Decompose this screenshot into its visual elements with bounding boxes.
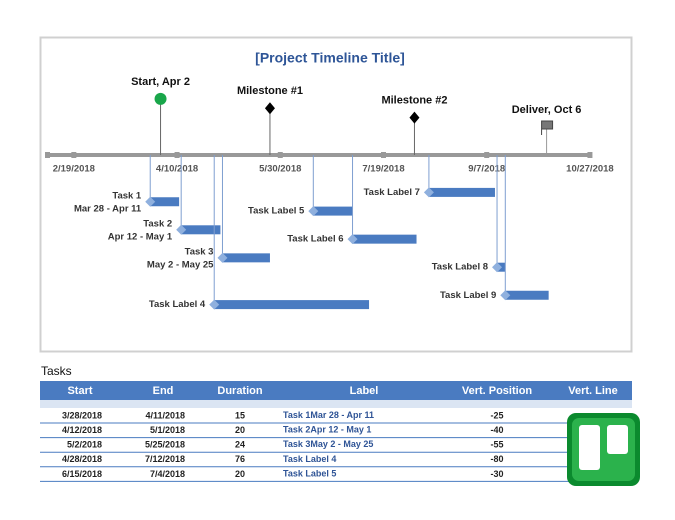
task-bar [428,187,495,197]
cell: 5/25/2018 [145,440,185,450]
task-diamond [145,196,156,207]
cell: -80 [490,454,503,464]
cell: 4/28/2018 [62,454,102,464]
cell-part: Mar 28 - Apr 11 [310,410,374,420]
column-header: Start [67,385,92,397]
cell: 4/12/2018 [62,425,102,435]
task-label: May 2 - May 25 [147,259,214,270]
tick-mark [484,152,490,158]
milestone-marker [541,120,554,135]
task-label: Task 1 [112,190,142,201]
milestone-label: Milestone #2 [381,95,447,107]
task-label: Mar 28 - Apr 11 [74,203,142,214]
task-diamond [217,252,228,263]
x-tick-label: 9/7/2018 [468,164,505,175]
cell-part: Task Label 5 [283,469,336,479]
cell: 15 [235,410,245,420]
cell: 20 [235,469,245,479]
task-diamond [308,206,319,217]
task-label: Task Label 9 [440,290,496,301]
milestone-marker [154,92,167,105]
milestone-label: Deliver, Oct 6 [512,104,582,116]
table-header [40,381,632,400]
tick-mark [71,152,77,158]
axis-end [45,152,50,158]
cell: 5/1/2018 [150,425,185,435]
cell-part: Task Label 4 [283,454,336,464]
task-bar [222,253,270,263]
milestone-label: Start, Apr 2 [131,76,190,88]
x-tick-label: 10/27/2018 [566,164,614,175]
column-header: Vert. Line [568,385,618,397]
task-label: Apr 12 - May 1 [108,231,173,242]
x-tick-label: 5/30/2018 [259,164,301,175]
task-diamond [492,262,503,273]
cell: -55 [490,440,503,450]
cell: 7/12/2018 [145,454,185,464]
cell-part: May 2 - May 25 [310,440,373,450]
milestone-marker [264,102,275,115]
table-title: Tasks [41,364,72,378]
cell-part: Task 3 [283,440,310,450]
task-bar [181,225,221,235]
tick-mark [174,152,180,158]
cell: 7/4/2018 [150,469,185,479]
cell: 76 [235,454,245,464]
milestone-label: Milestone #1 [237,85,303,97]
task-diamond [209,299,220,310]
trello-icon [567,413,640,486]
cell: Task Label 5 [283,469,336,479]
task-label: Task Label 6 [287,234,343,245]
cell: 20 [235,425,245,435]
column-header: Label [350,385,379,397]
x-tick-label: 2/19/2018 [53,164,95,175]
cell-part: Apr 12 - May 1 [310,425,371,435]
column-header: Vert. Position [462,385,533,397]
cell-part: Task 2 [283,425,310,435]
task-label: Task Label 4 [149,299,206,310]
cell: Task 1Mar 28 - Apr 11 [283,410,374,420]
tick-mark [380,152,386,158]
tick-mark [587,152,593,158]
table-spacer [40,400,632,408]
task-bar [505,290,549,300]
cell: -25 [490,410,503,420]
cell-part: Task 1 [283,410,310,420]
cell: 4/11/2018 [145,410,185,420]
column-header: End [153,385,174,397]
cell: 5/2/2018 [67,440,102,450]
cell: 3/28/2018 [62,410,102,420]
column-header: Duration [217,385,263,397]
x-tick-label: 7/19/2018 [362,164,404,175]
cell: Task 2Apr 12 - May 1 [283,425,371,435]
task-diamond [176,224,187,235]
task-label: Task Label 5 [248,206,305,217]
cell: Task Label 4 [283,454,336,464]
task-label: Task 3 [185,246,214,257]
task-label: Task Label 8 [432,262,488,273]
task-bar [214,300,370,310]
x-tick-label: 4/10/2018 [156,164,198,175]
task-label: Task 2 [143,218,172,229]
task-diamond [500,290,511,301]
cell: Task 3May 2 - May 25 [283,440,373,450]
cell: 24 [235,440,245,450]
task-bar [150,197,180,207]
cell: -30 [490,469,503,479]
task-bar [352,234,417,244]
tick-mark [277,152,283,158]
task-diamond [423,187,434,198]
milestone-marker [409,111,420,124]
chart-title: [Project Timeline Title] [255,50,405,66]
cell: -40 [490,425,503,435]
task-diamond [347,234,358,245]
cell: 6/15/2018 [62,469,102,479]
task-bar [313,206,353,216]
task-label: Task Label 7 [364,187,420,198]
